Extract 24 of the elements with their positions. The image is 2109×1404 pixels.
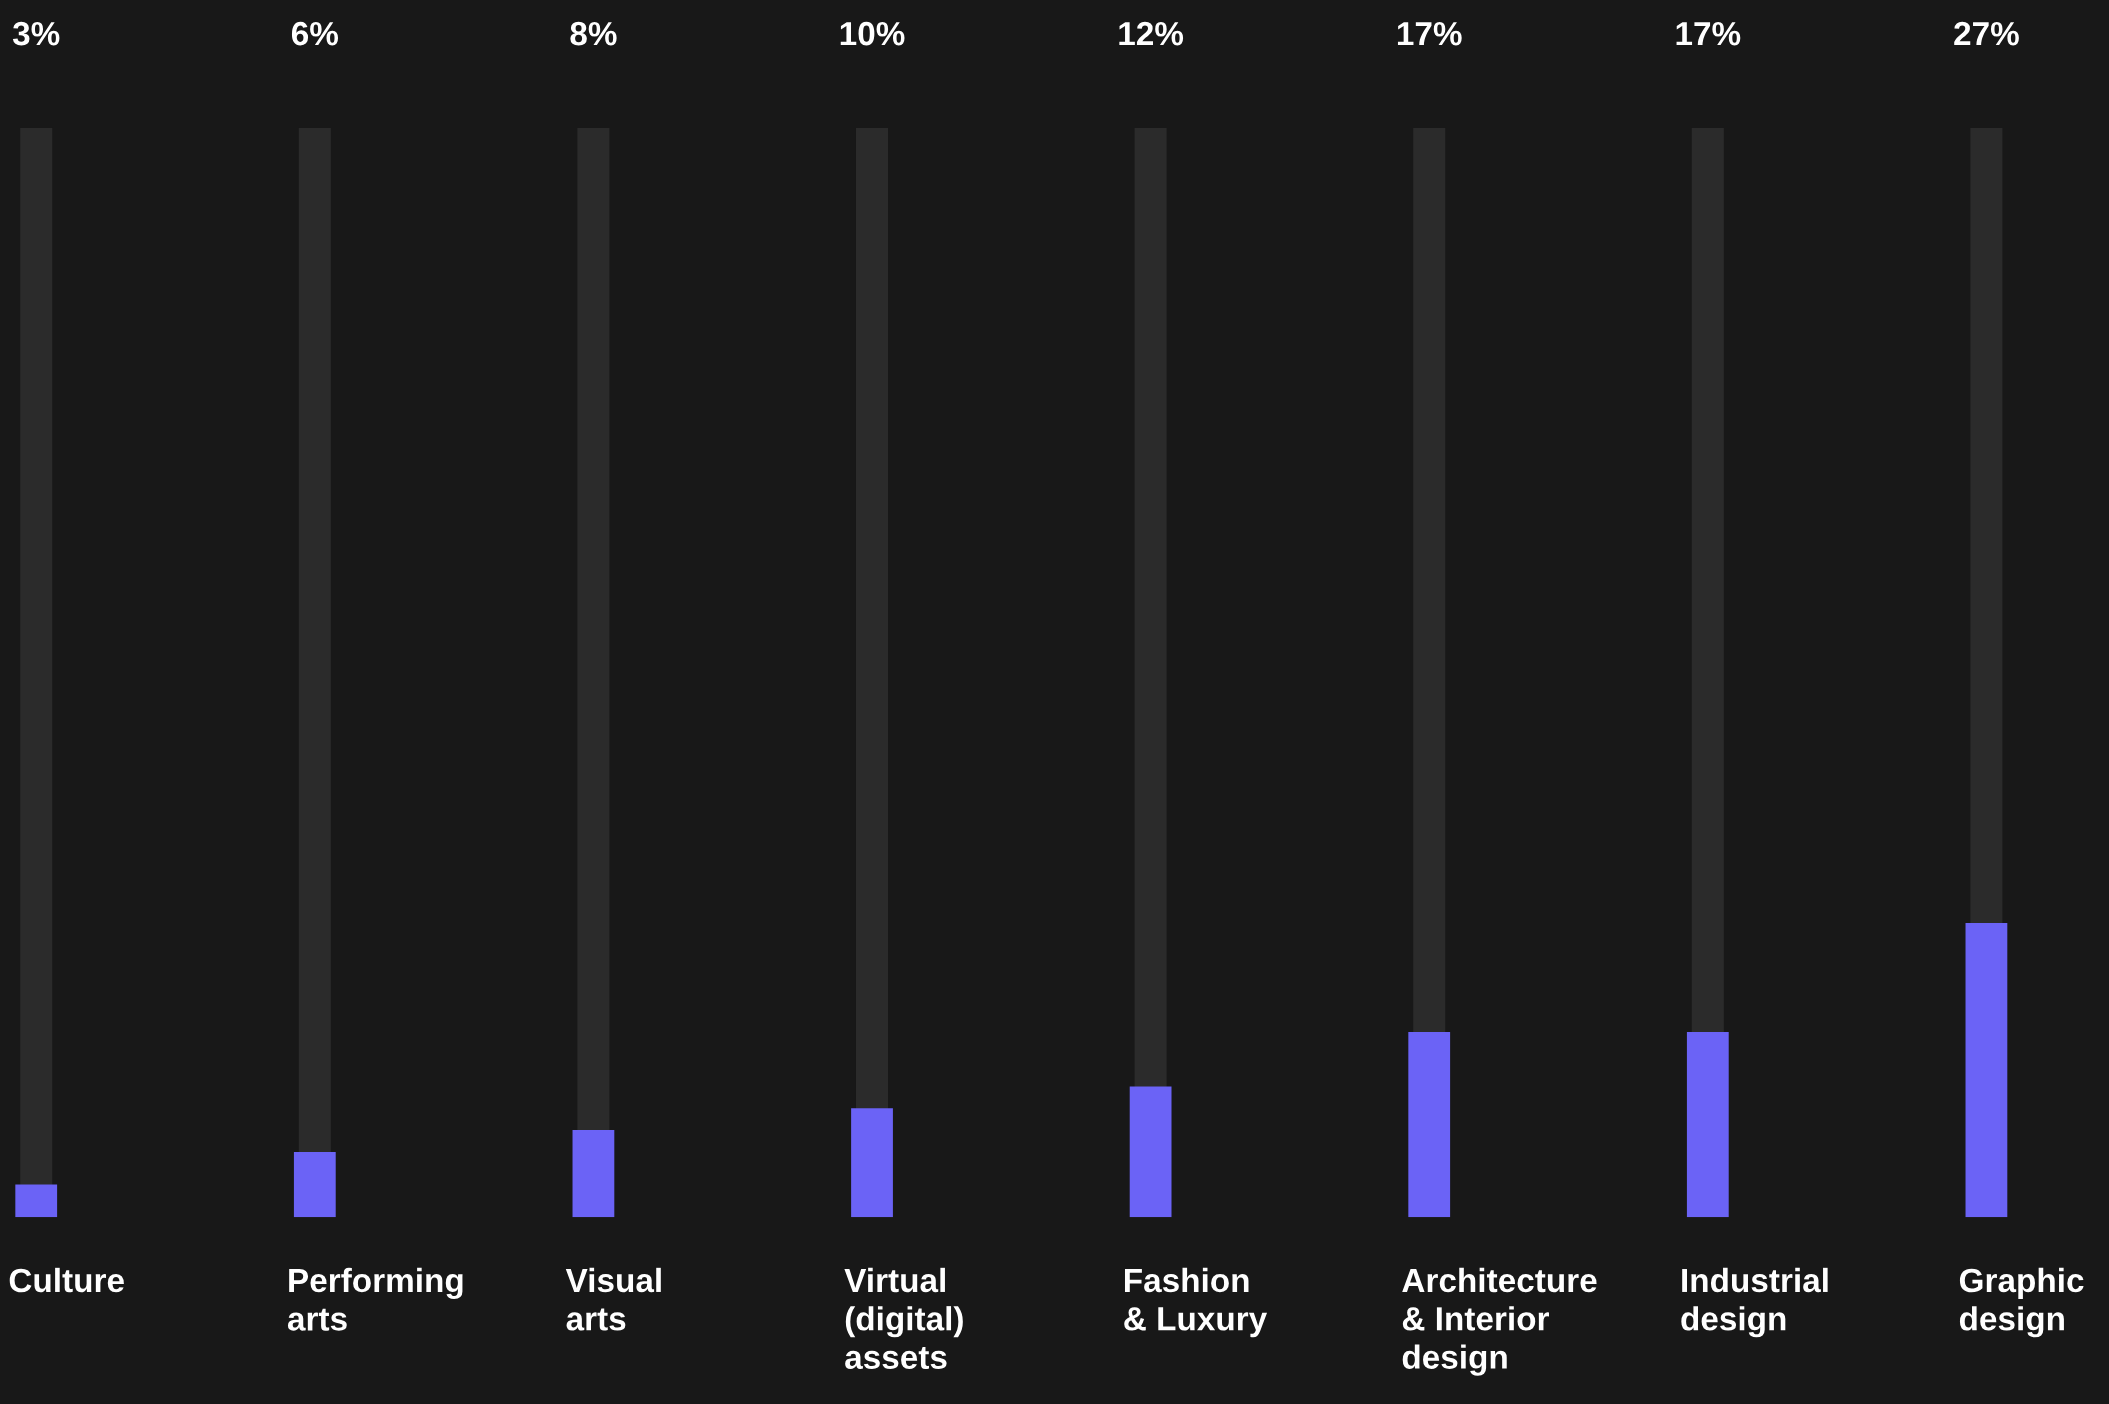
bar <box>572 1130 615 1218</box>
x-tick-label: Culture <box>9 1267 124 1293</box>
data-label: 10% <box>840 21 905 46</box>
x-tick-label: Performing arts <box>287 1267 463 1331</box>
data-label: 17% <box>1397 21 1462 46</box>
bar <box>1686 1032 1729 1218</box>
x-tick-label: Virtual (digital) assets <box>844 1267 963 1370</box>
data-label: 3% <box>12 21 60 46</box>
data-label: 27% <box>1954 21 2019 46</box>
x-tick-label: Architecture & Interior design <box>1402 1267 1597 1376</box>
x-tick-label: Visual arts <box>565 1267 661 1331</box>
data-label: 17% <box>1676 21 1741 46</box>
x-tick-label: Fashion & Luxury <box>1124 1267 1268 1338</box>
x-tick-label: Graphic design <box>1959 1267 2084 1338</box>
data-label: 6% <box>291 21 339 46</box>
x-tick-label: Industrial design <box>1681 1267 1828 1338</box>
bar <box>851 1108 893 1218</box>
bar <box>293 1151 336 1218</box>
data-label: 8% <box>570 21 617 46</box>
bar <box>1965 923 2008 1218</box>
bar <box>1408 1032 1451 1218</box>
bar <box>1129 1086 1172 1218</box>
bar <box>15 1184 58 1218</box>
data-label: 12% <box>1119 21 1184 46</box>
